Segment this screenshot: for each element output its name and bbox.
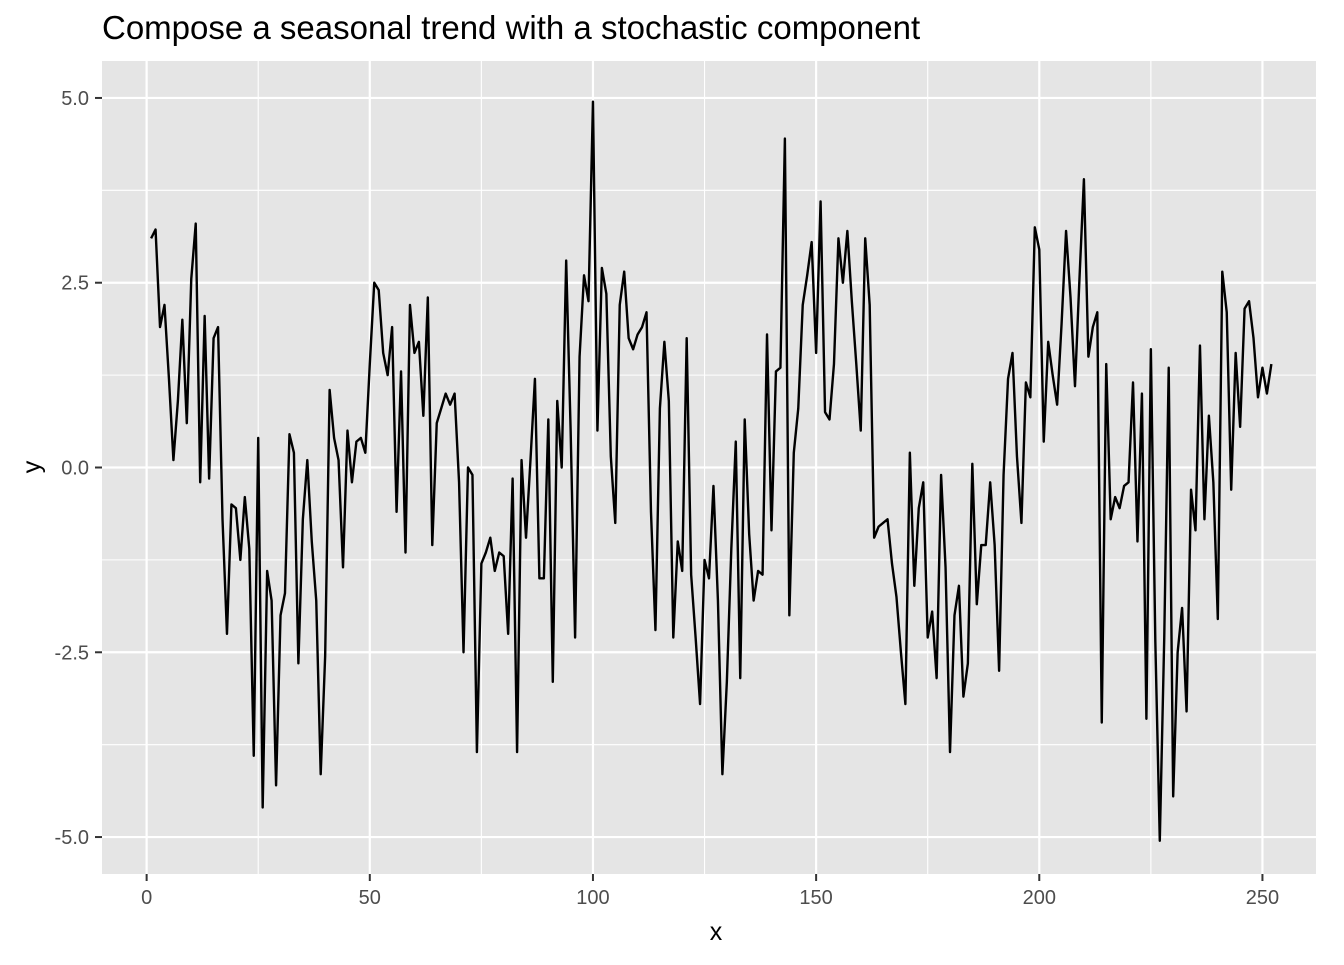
chart-title: Compose a seasonal trend with a stochast… bbox=[102, 9, 920, 46]
x-tick-label: 200 bbox=[1023, 887, 1056, 909]
x-tick-label: 100 bbox=[576, 887, 609, 909]
y-tick-label: 2.5 bbox=[61, 273, 89, 295]
y-tick-label: 0.0 bbox=[61, 458, 89, 480]
x-tick-label: 150 bbox=[799, 887, 832, 909]
x-axis-label: x bbox=[710, 918, 723, 946]
series-layer bbox=[150, 100, 1273, 842]
y-axis: -5.0 -2.5 0.0 2.5 5.0 bbox=[55, 88, 102, 849]
x-axis: 0 50 100 150 200 250 bbox=[141, 874, 1279, 909]
x-tick-label: 50 bbox=[359, 887, 381, 909]
y-axis-label: y bbox=[18, 460, 46, 473]
x-tick-label: 250 bbox=[1246, 887, 1279, 909]
major-gridlines bbox=[102, 61, 1316, 874]
y-tick-label: -5.0 bbox=[55, 827, 89, 849]
x-tick-label: 0 bbox=[141, 887, 152, 909]
series-line bbox=[150, 100, 1273, 842]
y-tick-label: 5.0 bbox=[61, 88, 89, 110]
y-tick-label: -2.5 bbox=[55, 642, 89, 664]
